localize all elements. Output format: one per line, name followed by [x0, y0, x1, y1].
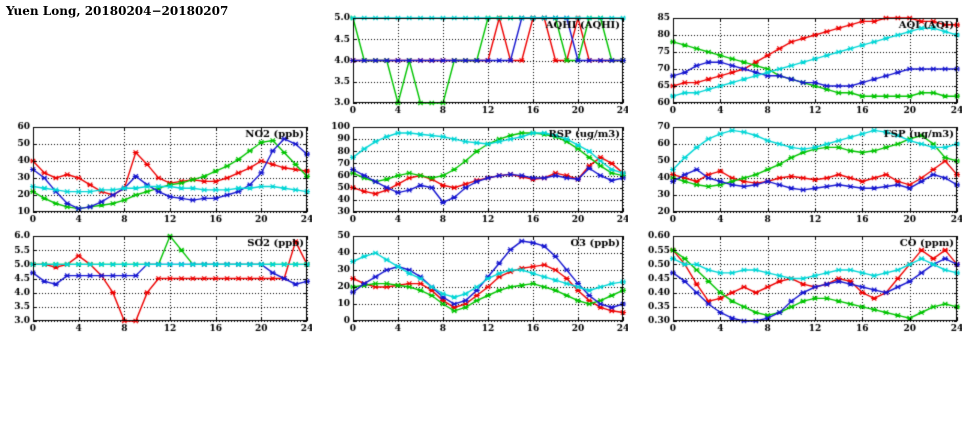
- page-title: Yuen Long, 20180204−20180207: [6, 4, 229, 18]
- chart-aqi: [646, 12, 962, 118]
- chart-co: [646, 230, 962, 336]
- chart-o3: [326, 230, 628, 336]
- chart-o3-canvas: [326, 230, 628, 336]
- chart-no2-canvas: [6, 121, 312, 227]
- chart-aqi-canvas: [646, 12, 962, 118]
- chart-aqhi-canvas: [326, 12, 628, 118]
- chart-co-canvas: [646, 230, 962, 336]
- chart-no2: [6, 121, 312, 227]
- chart-rsp: [326, 121, 628, 227]
- chart-aqhi: [326, 12, 628, 118]
- chart-rsp-canvas: [326, 121, 628, 227]
- chart-so2-canvas: [6, 230, 312, 336]
- chart-fsp-canvas: [646, 121, 962, 227]
- chart-fsp: [646, 121, 962, 227]
- chart-so2: [6, 230, 312, 336]
